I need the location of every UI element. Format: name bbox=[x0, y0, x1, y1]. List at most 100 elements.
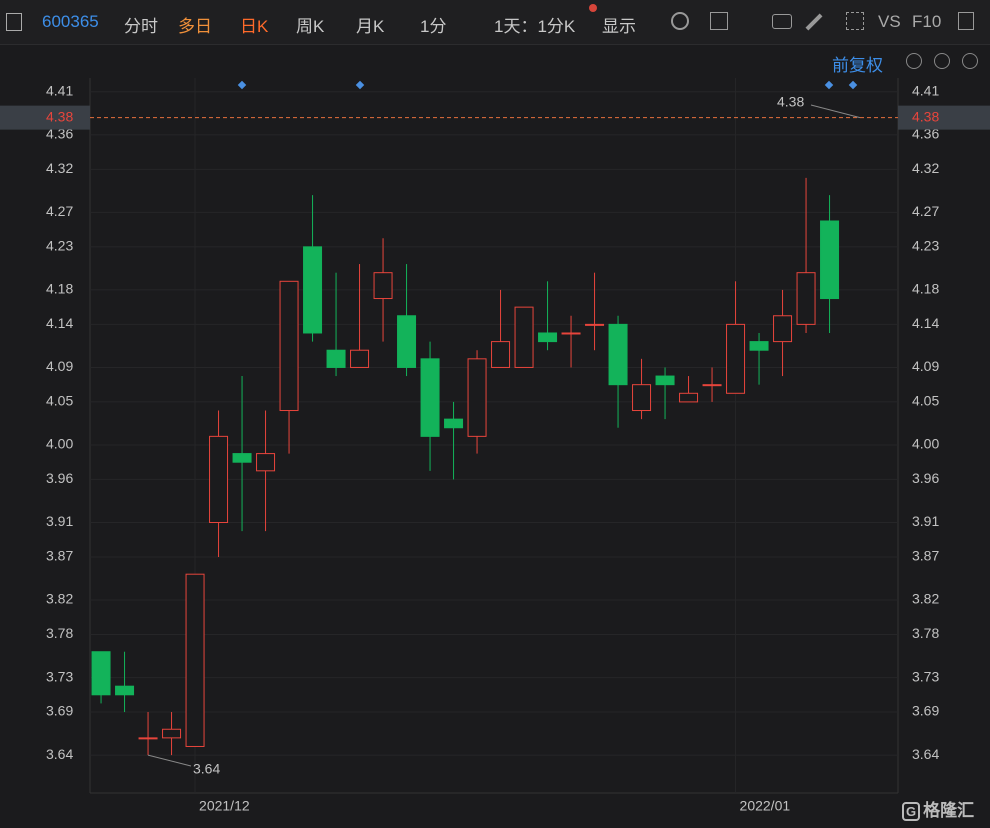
y-tick-label: 3.78 bbox=[46, 625, 73, 641]
dot bbox=[589, 4, 597, 12]
vs[interactable]: VS bbox=[878, 12, 901, 31]
body bbox=[702, 384, 722, 387]
display[interactable]: 显示 bbox=[602, 17, 636, 36]
body bbox=[514, 306, 534, 368]
body bbox=[279, 280, 299, 412]
fullscreen-icon[interactable] bbox=[846, 12, 864, 30]
logo-mark: G bbox=[902, 802, 921, 821]
body bbox=[256, 453, 276, 472]
logo-text: 格隆汇 bbox=[923, 801, 975, 820]
body bbox=[820, 220, 840, 300]
tab[interactable]: 分时 bbox=[124, 17, 158, 36]
annotation-leader bbox=[810, 104, 861, 119]
annotation-leader bbox=[147, 754, 192, 767]
adjust[interactable]: 前复权 bbox=[832, 56, 883, 75]
body bbox=[115, 685, 135, 696]
tab[interactable]: 月K bbox=[356, 17, 385, 36]
body bbox=[185, 573, 205, 747]
event-markers bbox=[237, 80, 858, 90]
body bbox=[373, 272, 393, 300]
body bbox=[138, 737, 158, 740]
annotation: 3.64 bbox=[193, 761, 220, 777]
camera-icon[interactable] bbox=[772, 14, 792, 29]
panel-icon[interactable] bbox=[958, 12, 974, 30]
tab[interactable]: 多日 bbox=[178, 17, 212, 36]
y-tick-label: 4.36 bbox=[46, 126, 73, 142]
reset-icon[interactable] bbox=[906, 53, 922, 69]
y-tick-label: 3.73 bbox=[46, 668, 73, 684]
body bbox=[91, 651, 111, 696]
body bbox=[655, 375, 675, 386]
y-tick-label-right: 4.00 bbox=[912, 436, 939, 452]
y-tick-label: 4.23 bbox=[46, 238, 73, 254]
y-tick-label: 4.05 bbox=[46, 393, 73, 409]
y-tick-label-right: 4.36 bbox=[912, 126, 939, 142]
body bbox=[585, 323, 605, 326]
y-tick-label-right: 3.78 bbox=[912, 625, 939, 641]
y-tick-label: 3.91 bbox=[46, 513, 73, 529]
y-tick-label-right: 4.23 bbox=[912, 238, 939, 254]
body bbox=[232, 453, 252, 463]
body bbox=[796, 272, 816, 325]
y-tick-label-right: 4.14 bbox=[912, 315, 939, 331]
price-label-right: 4.38 bbox=[912, 108, 939, 124]
body bbox=[397, 315, 417, 368]
event[interactable] bbox=[355, 80, 365, 90]
body bbox=[561, 332, 581, 335]
y-tick-label: 3.69 bbox=[46, 703, 73, 719]
event[interactable] bbox=[848, 80, 858, 90]
y-tick-label: 4.14 bbox=[46, 315, 73, 331]
body bbox=[303, 246, 323, 334]
y-tick-label-right: 4.32 bbox=[912, 160, 939, 176]
y-tick-label: 3.96 bbox=[46, 470, 73, 486]
tab[interactable]: 1分 bbox=[420, 17, 447, 36]
y-tick-label: 4.00 bbox=[46, 436, 73, 452]
body bbox=[326, 349, 346, 368]
y-tick-label-right: 3.69 bbox=[912, 703, 939, 719]
sidebar-icon[interactable] bbox=[6, 13, 22, 31]
y-tick-label: 4.27 bbox=[46, 203, 73, 219]
zoom-in-icon[interactable] bbox=[962, 53, 978, 69]
tab[interactable]: 周K bbox=[296, 17, 325, 36]
annotation: 4.38 bbox=[777, 94, 804, 110]
y-tick-label-right: 4.18 bbox=[912, 281, 939, 297]
f10[interactable]: F10 bbox=[912, 12, 942, 31]
body bbox=[538, 332, 558, 343]
box-icon[interactable] bbox=[710, 12, 728, 30]
body bbox=[749, 341, 769, 351]
body bbox=[679, 392, 699, 403]
x-tick-label: 2022/01 bbox=[740, 798, 791, 814]
tab[interactable]: 日K bbox=[240, 17, 269, 36]
y-tick-label: 3.82 bbox=[46, 591, 73, 607]
y-tick-label: 3.64 bbox=[46, 746, 73, 762]
price-box-right bbox=[898, 105, 990, 130]
y-tick-label-right: 3.91 bbox=[912, 513, 939, 529]
event[interactable] bbox=[824, 80, 834, 90]
body bbox=[726, 323, 746, 394]
y-tick-label: 4.41 bbox=[46, 82, 73, 98]
y-tick-label-right: 4.27 bbox=[912, 203, 939, 219]
price-box bbox=[0, 105, 90, 130]
y-tick-label-right: 3.64 bbox=[912, 746, 939, 762]
event[interactable] bbox=[237, 80, 247, 90]
zoom-out-icon[interactable] bbox=[934, 53, 950, 69]
y-tick-label-right: 3.87 bbox=[912, 548, 939, 564]
logo: G 格隆汇 bbox=[902, 796, 974, 821]
stock-code[interactable]: 600365 bbox=[42, 12, 99, 31]
body bbox=[350, 349, 370, 368]
settings-icon[interactable] bbox=[671, 12, 689, 30]
period[interactable]: 1天：1分K bbox=[494, 17, 576, 36]
body bbox=[467, 358, 487, 437]
pen-icon[interactable] bbox=[805, 13, 823, 31]
y-tick-label-right: 4.41 bbox=[912, 82, 939, 98]
y-tick-label-right: 4.09 bbox=[912, 358, 939, 374]
y-tick-label-right: 3.82 bbox=[912, 591, 939, 607]
body bbox=[209, 435, 229, 524]
body bbox=[420, 358, 440, 437]
body bbox=[608, 323, 628, 386]
x-tick-label: 2021/12 bbox=[199, 798, 250, 814]
y-tick-label-right: 3.73 bbox=[912, 668, 939, 684]
body bbox=[773, 315, 793, 343]
y-tick-label-right: 3.96 bbox=[912, 470, 939, 486]
